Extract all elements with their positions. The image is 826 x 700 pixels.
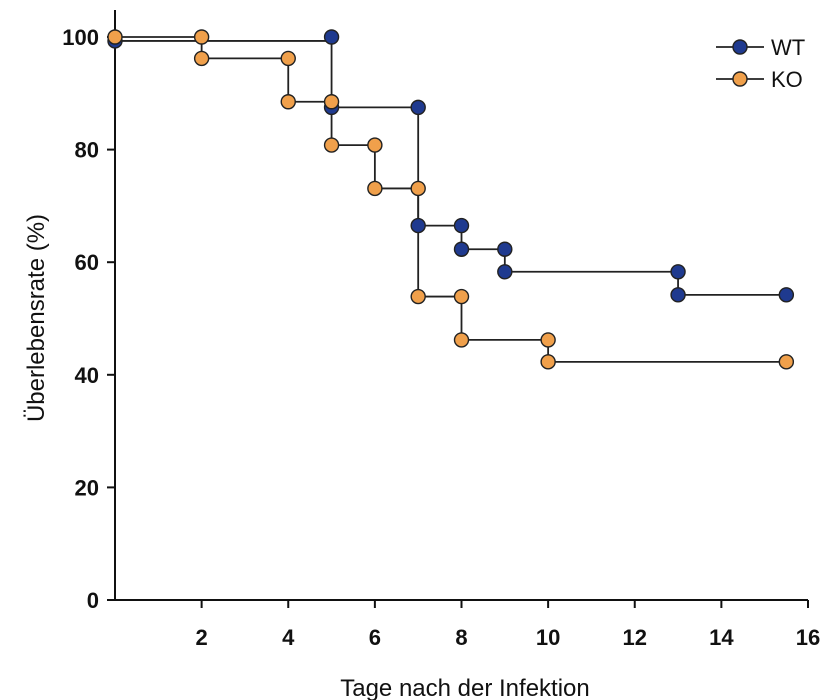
- x-tick-label: 6: [369, 625, 381, 650]
- legend-label-wt: WT: [771, 35, 805, 60]
- data-point-ko: [193, 29, 210, 45]
- data-point-ko: [367, 180, 383, 197]
- data-point-wt: [497, 241, 513, 257]
- y-axis-title: Überlebensrate (%): [23, 214, 50, 422]
- y-tick-label: 40: [75, 363, 99, 388]
- x-ticks: 2 4 6 8 10 12 14 16: [196, 600, 820, 650]
- data-point-ko: [540, 332, 556, 348]
- data-point-ko: [410, 180, 426, 197]
- series-lines: [115, 36, 787, 363]
- x-tick-label: 2: [196, 625, 208, 650]
- x-tick-label: 14: [709, 625, 734, 650]
- data-point-ko: [410, 288, 426, 305]
- data-point-ko: [453, 288, 470, 305]
- data-point-ko: [367, 137, 383, 153]
- series-points: [107, 29, 795, 370]
- legend-marker-ko: [732, 71, 748, 87]
- data-point-wt: [670, 264, 686, 280]
- data-point-wt: [453, 217, 470, 234]
- legend: WT KO: [716, 35, 805, 92]
- y-ticks: 0 20 40 60 80 100: [62, 25, 115, 613]
- y-tick-label: 60: [75, 250, 99, 275]
- x-tick-label: 12: [623, 625, 647, 650]
- data-point-ko: [323, 137, 340, 153]
- series-line-wt: [115, 37, 787, 296]
- data-point-wt: [323, 29, 340, 45]
- data-point-ko: [778, 354, 795, 370]
- data-point-ko: [280, 94, 296, 110]
- data-point-wt: [778, 287, 795, 303]
- y-tick-label: 100: [62, 25, 99, 50]
- data-point-ko: [280, 50, 296, 67]
- y-tick-label: 80: [75, 138, 99, 163]
- y-tick-label: 20: [75, 475, 99, 500]
- data-point-ko: [193, 50, 210, 67]
- data-point-ko: [107, 29, 123, 45]
- data-point-wt: [497, 264, 513, 280]
- x-tick-label: 10: [536, 625, 560, 650]
- data-point-ko: [540, 354, 556, 370]
- data-point-wt: [410, 217, 426, 234]
- data-point-wt: [670, 287, 686, 303]
- x-axis-title: Tage nach der Infektion: [340, 675, 590, 700]
- x-tick-label: 8: [455, 625, 467, 650]
- legend-label-ko: KO: [771, 67, 803, 92]
- data-point-ko: [323, 94, 340, 110]
- x-tick-label: 16: [796, 625, 820, 650]
- legend-marker-wt: [732, 39, 748, 55]
- data-point-ko: [453, 332, 470, 348]
- data-point-wt: [410, 99, 426, 116]
- data-point-wt: [453, 241, 470, 257]
- x-tick-label: 4: [282, 625, 295, 650]
- y-tick-label: 0: [87, 588, 99, 613]
- series-line-ko: [115, 36, 787, 363]
